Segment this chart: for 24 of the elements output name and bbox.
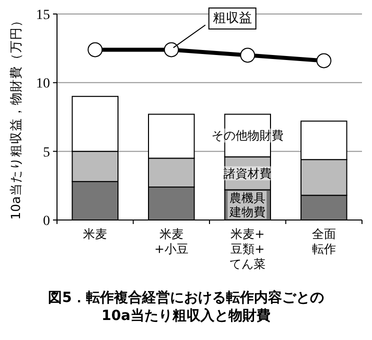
bar <box>72 150 118 182</box>
y-tick-label: 5 <box>43 145 50 160</box>
series-label: その他物財費 <box>212 128 284 143</box>
x-tick-label: 全面転作 <box>312 227 336 256</box>
y-tick-label: 10 <box>36 76 50 92</box>
point <box>240 48 256 63</box>
series-label: 農機具建物費 <box>228 190 266 219</box>
text: 図5．転作複合経営における転作内容ごとの 10a当たり粗収入と物財費 <box>48 289 324 324</box>
bar <box>300 159 348 196</box>
bar <box>300 120 348 160</box>
point <box>164 42 179 58</box>
point <box>88 42 103 58</box>
series-label: 諸資材費 <box>224 166 272 180</box>
series-label: 粗収益 <box>212 11 252 26</box>
y-tick-label: 0 <box>43 214 50 229</box>
point <box>316 53 332 68</box>
y-tick-label: 15 <box>36 8 50 23</box>
x-tick-label: 米麦 +小豆 <box>154 227 188 256</box>
y-axis-title: 10a当たり粗収益，物財費（万円） <box>8 14 23 220</box>
bar <box>148 158 195 188</box>
bar <box>72 96 118 152</box>
bar <box>148 114 195 159</box>
x-tick-label: 米麦+ 豆類+ てん菜 <box>230 227 266 271</box>
x-tick-label: 米麦 <box>83 227 108 241</box>
